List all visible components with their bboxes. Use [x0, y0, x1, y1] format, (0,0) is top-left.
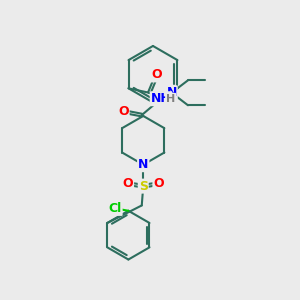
- Text: N: N: [167, 86, 177, 99]
- Text: O: O: [122, 177, 133, 190]
- Text: Cl: Cl: [108, 202, 122, 215]
- Text: N: N: [138, 158, 148, 171]
- Text: S: S: [139, 180, 148, 193]
- Text: O: O: [152, 68, 162, 82]
- Text: H: H: [166, 94, 175, 104]
- Text: NH: NH: [151, 92, 172, 105]
- Text: O: O: [153, 177, 164, 190]
- Text: O: O: [118, 105, 129, 118]
